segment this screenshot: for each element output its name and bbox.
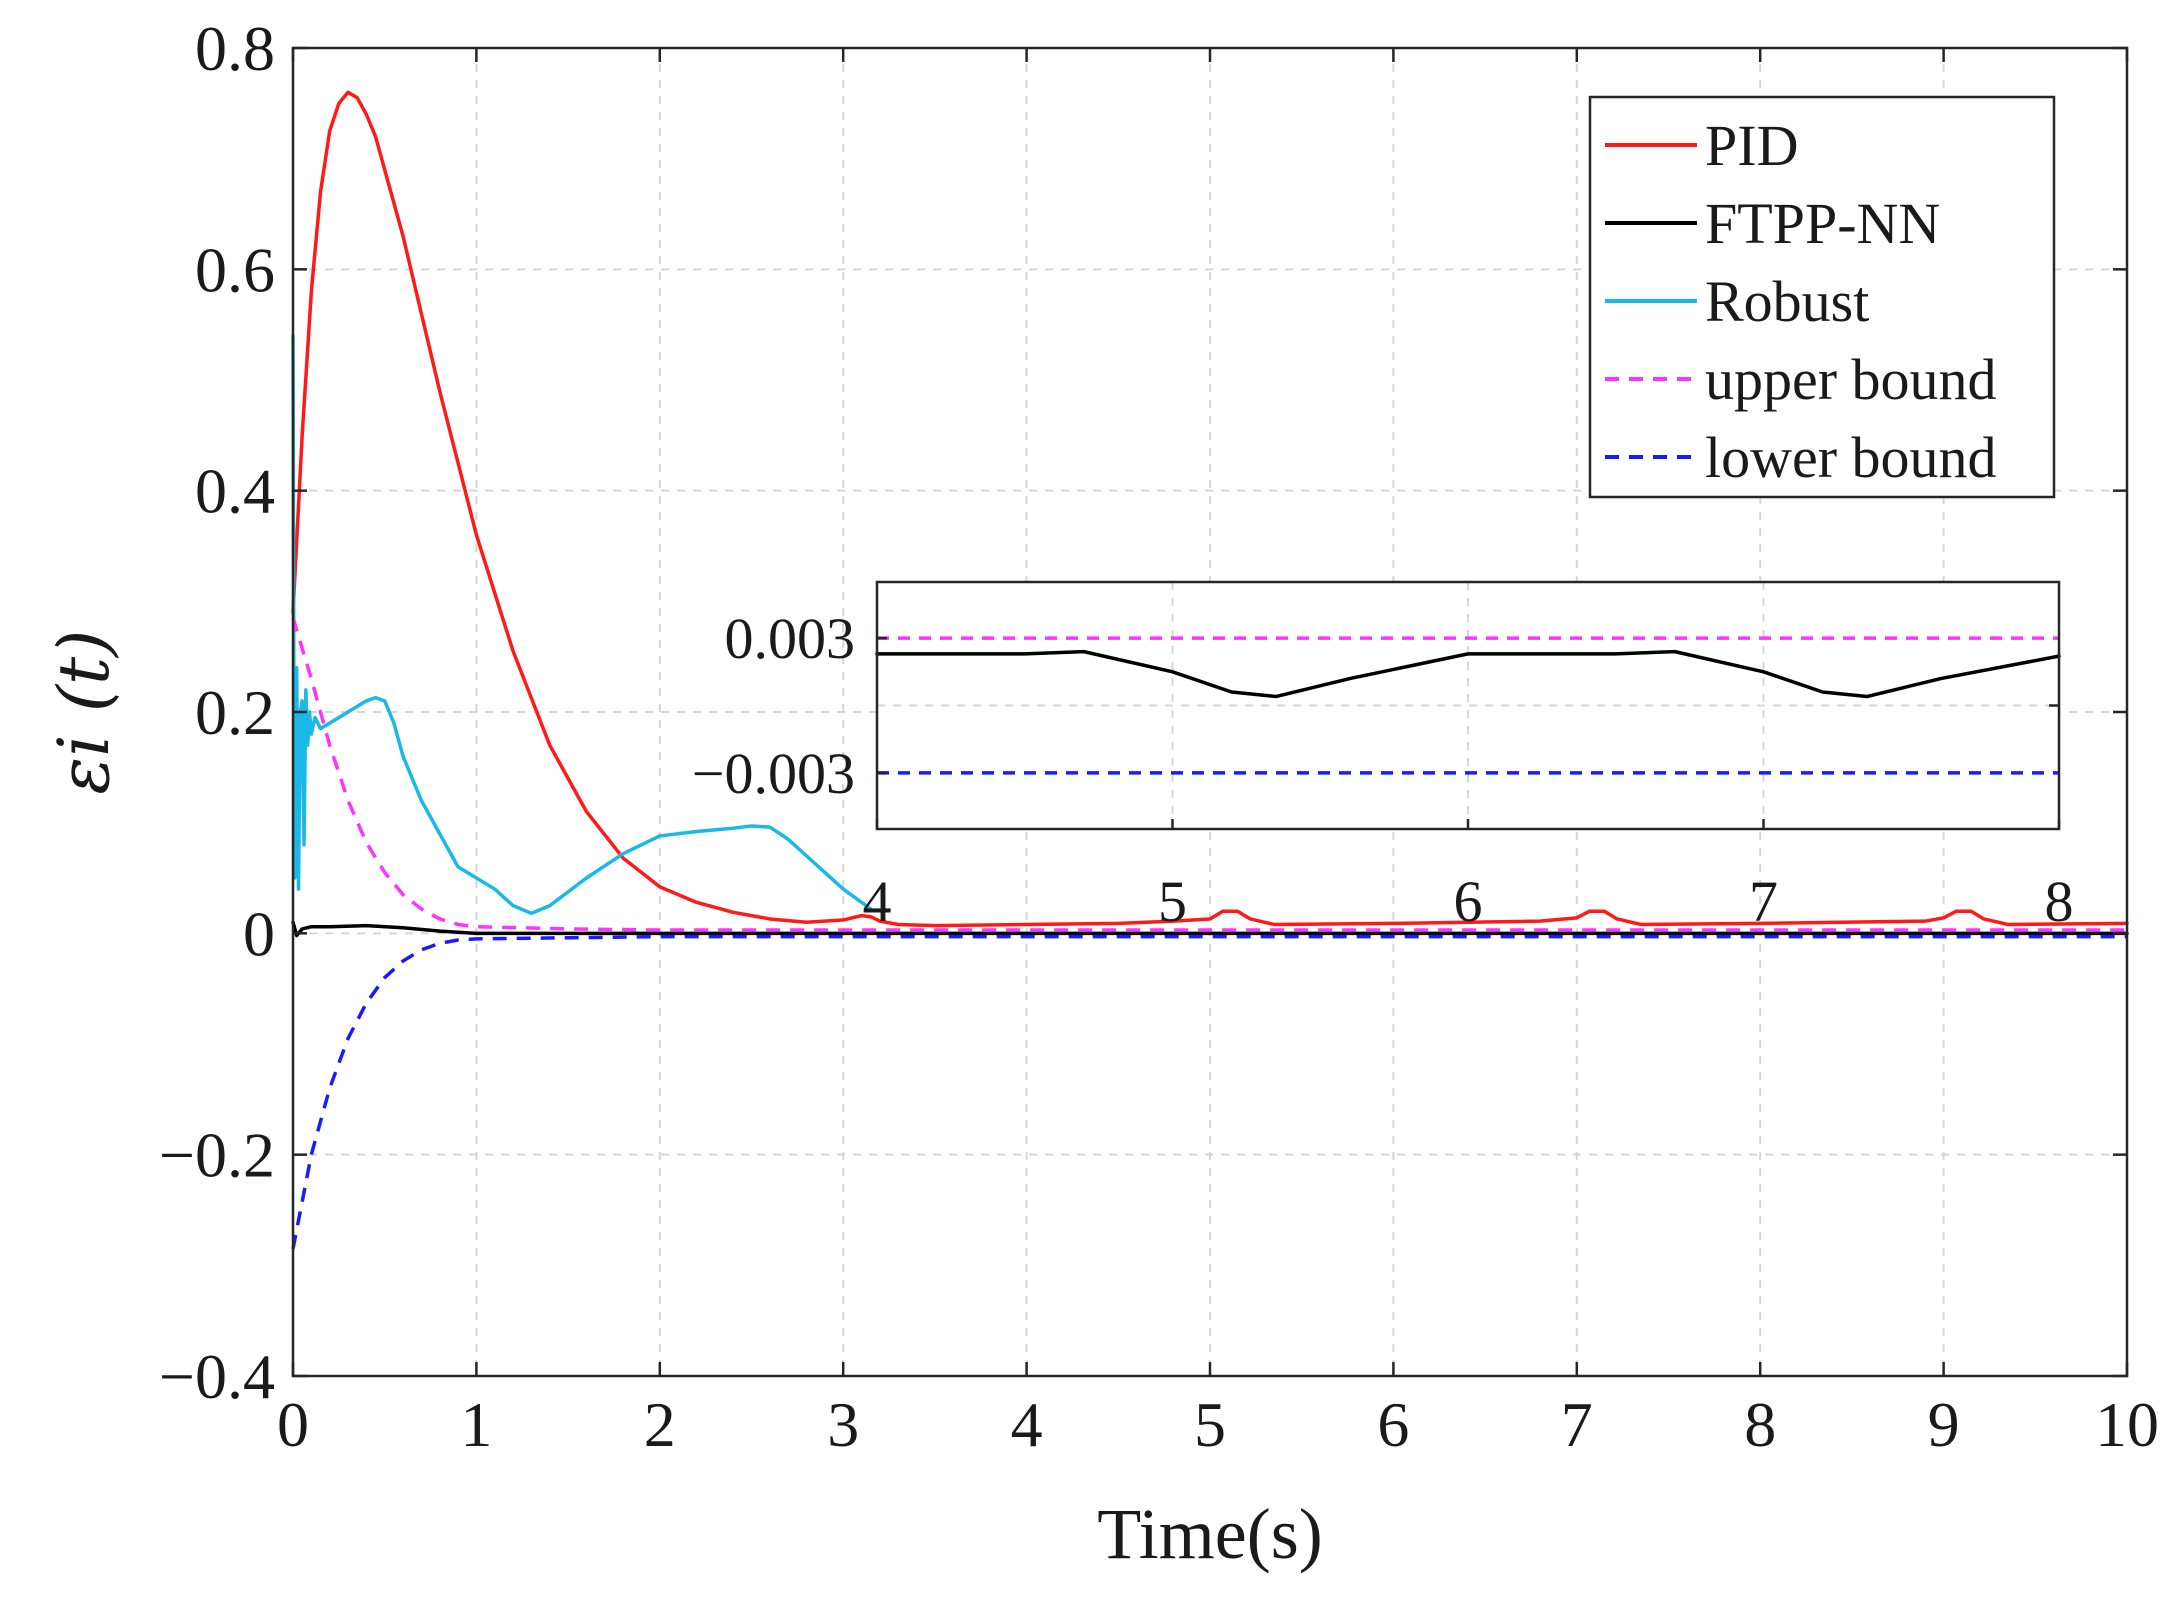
y-tick-label: −0.2 — [159, 1120, 275, 1191]
main-ticks: 0 1 2 3 4 5 6 7 8 9 10 −0.4 −0.2 0 0.2 0.4 0.6 0.8 — [159, 13, 2159, 1460]
main-series — [291, 90, 2129, 1250]
y-tick-label: 0.2 — [195, 677, 275, 748]
y-tick-label: 0.4 — [195, 456, 275, 527]
y-tick-label: 0 — [243, 898, 275, 969]
inset-series-line-ftpp-nn — [875, 649, 2061, 699]
x-tick-label: 10 — [2095, 1389, 2159, 1460]
legend-items: PID FTPP-NN Robust upper bound lower bound — [1605, 113, 1997, 490]
x-tick-label: 5 — [1194, 1389, 1226, 1460]
y-tick-label: 0.6 — [195, 234, 275, 305]
legend-label-pid: PID — [1705, 113, 1798, 178]
inset-plot: 4 5 6 7 8 −0.003 0.003 — [692, 580, 2074, 934]
x-tick-label: 7 — [1561, 1389, 1593, 1460]
x-tick-label: 1 — [460, 1389, 492, 1460]
legend: PID FTPP-NN Robust upper bound lower bound — [1588, 95, 2056, 499]
y-tick-label: −0.4 — [159, 1341, 275, 1412]
legend-label-upper-bound: upper bound — [1705, 347, 1997, 412]
x-tick-label: 9 — [1928, 1389, 1960, 1460]
series-line-robust — [291, 333, 873, 916]
legend-label-robust: Robust — [1705, 269, 1869, 334]
inset-series — [875, 636, 2061, 775]
x-tick-label: 6 — [1377, 1389, 1409, 1460]
series-line-pid — [291, 90, 2129, 928]
inset-y-tick-label: −0.003 — [692, 741, 855, 806]
inset-x-tick-label: 6 — [1454, 869, 1483, 934]
inset-y-tick-label: 0.003 — [725, 606, 856, 671]
x-tick-label: 4 — [1011, 1389, 1043, 1460]
legend-label-ftpp-nn: FTPP-NN — [1705, 191, 1940, 256]
legend-box — [1588, 95, 2056, 499]
series-line-upper-bound — [291, 617, 2127, 932]
series-line-lower-bound — [291, 934, 2127, 1250]
legend-label-lower-bound: lower bound — [1705, 425, 1997, 490]
x-tick-label: 8 — [1744, 1389, 1776, 1460]
y-axis-label: εi (t) — [43, 630, 125, 795]
y-tick-label: 0.8 — [195, 13, 275, 84]
x-tick-label: 0 — [277, 1389, 309, 1460]
inset-x-tick-label: 8 — [2045, 869, 2074, 934]
inset-grid — [877, 582, 2059, 829]
inset-x-tick-label: 7 — [1749, 869, 1778, 934]
x-axis-label: Time(s) — [1097, 1494, 1322, 1574]
x-tick-label: 3 — [827, 1389, 859, 1460]
series-line-ftpp-nn — [291, 920, 2129, 938]
inset-x-tick-label: 4 — [863, 869, 892, 934]
inset-x-tick-label: 5 — [1158, 869, 1187, 934]
main-grid — [293, 48, 2127, 1376]
inset-ticks: 4 5 6 7 8 −0.003 0.003 — [692, 606, 2074, 934]
x-tick-label: 2 — [644, 1389, 676, 1460]
